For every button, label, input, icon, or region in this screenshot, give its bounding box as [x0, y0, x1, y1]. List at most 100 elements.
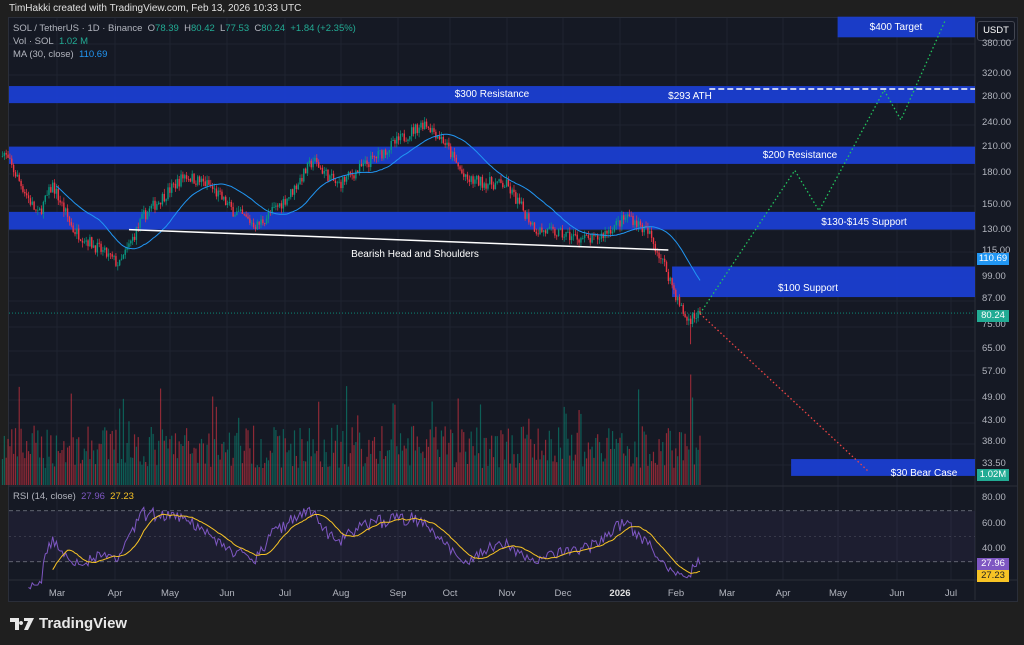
- tradingview-logo-icon: [10, 617, 34, 630]
- volume-bar: [394, 404, 396, 485]
- time-tick-label: Jun: [889, 588, 905, 599]
- volume-bar: [169, 439, 171, 485]
- volume-bar: [290, 443, 292, 485]
- volume-bar: [11, 429, 13, 485]
- candle: [232, 206, 234, 217]
- close-value: 80.24: [261, 23, 286, 34]
- candle: [650, 230, 653, 238]
- price-tick-label: 38.00: [982, 436, 1006, 448]
- price-tick-label: 99.00: [982, 270, 1006, 282]
- candle: [57, 188, 59, 201]
- volume-bar: [303, 460, 305, 485]
- volume-bar: [31, 433, 33, 485]
- bull-projection-path: [699, 19, 947, 314]
- volume-bar: [308, 428, 310, 485]
- candle: [394, 139, 396, 144]
- candle: [206, 180, 208, 187]
- candle: [604, 230, 606, 238]
- volume-bar: [219, 459, 221, 485]
- candle: [548, 227, 551, 229]
- ma-value: 110.69: [79, 49, 108, 60]
- time-tick-label: Mar: [718, 588, 736, 599]
- candle: [109, 253, 112, 255]
- candle: [518, 197, 521, 204]
- candle: [474, 179, 476, 184]
- low-value: 77.53: [225, 23, 250, 34]
- ath-label: $293 ATH: [668, 91, 712, 102]
- volume-bar: [411, 426, 413, 485]
- volume-bar: [217, 454, 219, 485]
- volume-bar: [199, 443, 201, 485]
- candle: [133, 236, 136, 240]
- volume-bar: [589, 449, 591, 485]
- volume-bar: [187, 440, 190, 485]
- candle: [143, 210, 145, 214]
- volume-bar: [310, 456, 312, 485]
- price-tick-label: 87.00: [982, 293, 1006, 305]
- candle: [128, 243, 130, 248]
- candle: [53, 182, 56, 194]
- volume-bar: [191, 453, 193, 485]
- candle: [675, 289, 677, 301]
- candle: [94, 245, 97, 253]
- volume-bar: [221, 443, 223, 485]
- candle: [459, 166, 461, 170]
- candle: [383, 149, 385, 159]
- volume-bar: [267, 460, 270, 485]
- candle: [541, 227, 543, 232]
- volume-bar: [567, 438, 569, 485]
- candle: [306, 162, 309, 174]
- volume-bar: [89, 459, 91, 485]
- candle: [403, 133, 405, 141]
- tradingview-logo[interactable]: TradingView: [10, 615, 127, 632]
- volume-bar: [193, 447, 195, 485]
- volume-bar: [399, 433, 402, 485]
- volume-bar: [438, 456, 441, 485]
- symbol-name[interactable]: SOL / TetherUS · 1D · Binance: [13, 23, 143, 34]
- volume-bar: [554, 455, 556, 485]
- high-value: 80.42: [190, 23, 215, 34]
- volume-bar: [163, 440, 165, 485]
- rsi-label[interactable]: RSI (14, close): [13, 491, 76, 502]
- volume-bar: [383, 459, 385, 485]
- candle: [185, 175, 188, 179]
- candle: [316, 157, 318, 163]
- candle: [334, 180, 337, 183]
- volume-label[interactable]: Vol · SOL: [13, 36, 54, 47]
- volume-bar: [145, 461, 147, 485]
- candle: [303, 168, 305, 182]
- candle: [546, 228, 549, 234]
- candle: [366, 160, 368, 165]
- candle: [580, 238, 582, 243]
- volume-bar: [40, 436, 43, 485]
- volume-bar: [489, 448, 491, 485]
- volume-bar: [632, 463, 634, 485]
- volume-bar: [598, 442, 601, 485]
- candle: [418, 127, 420, 133]
- candle: [338, 181, 340, 183]
- volume-bar: [669, 430, 671, 485]
- volume-bar: [282, 429, 284, 485]
- rsi-legend: RSI (14, close) 27.96 27.23: [13, 491, 134, 502]
- volume-bar: [654, 462, 656, 485]
- volume-bar: [545, 439, 547, 485]
- volume-bar: [306, 441, 309, 485]
- volume-bar: [662, 442, 664, 485]
- volume-bar: [524, 438, 526, 485]
- volume-bar: [39, 457, 41, 485]
- candle: [600, 233, 603, 239]
- chart-panel[interactable]: [8, 17, 1018, 602]
- ma-label[interactable]: MA (30, close): [13, 49, 74, 60]
- volume-bar: [652, 451, 655, 485]
- volume-bar: [146, 466, 149, 485]
- chart-credit: TimHakki created with TradingView.com, F…: [9, 3, 302, 14]
- candle: [319, 167, 322, 169]
- candle: [358, 163, 361, 173]
- candle: [440, 136, 443, 140]
- candle: [52, 182, 54, 193]
- candle: [487, 184, 489, 189]
- candle: [152, 200, 154, 206]
- currency-button[interactable]: USDT: [977, 21, 1015, 41]
- volume-bar: [539, 459, 541, 485]
